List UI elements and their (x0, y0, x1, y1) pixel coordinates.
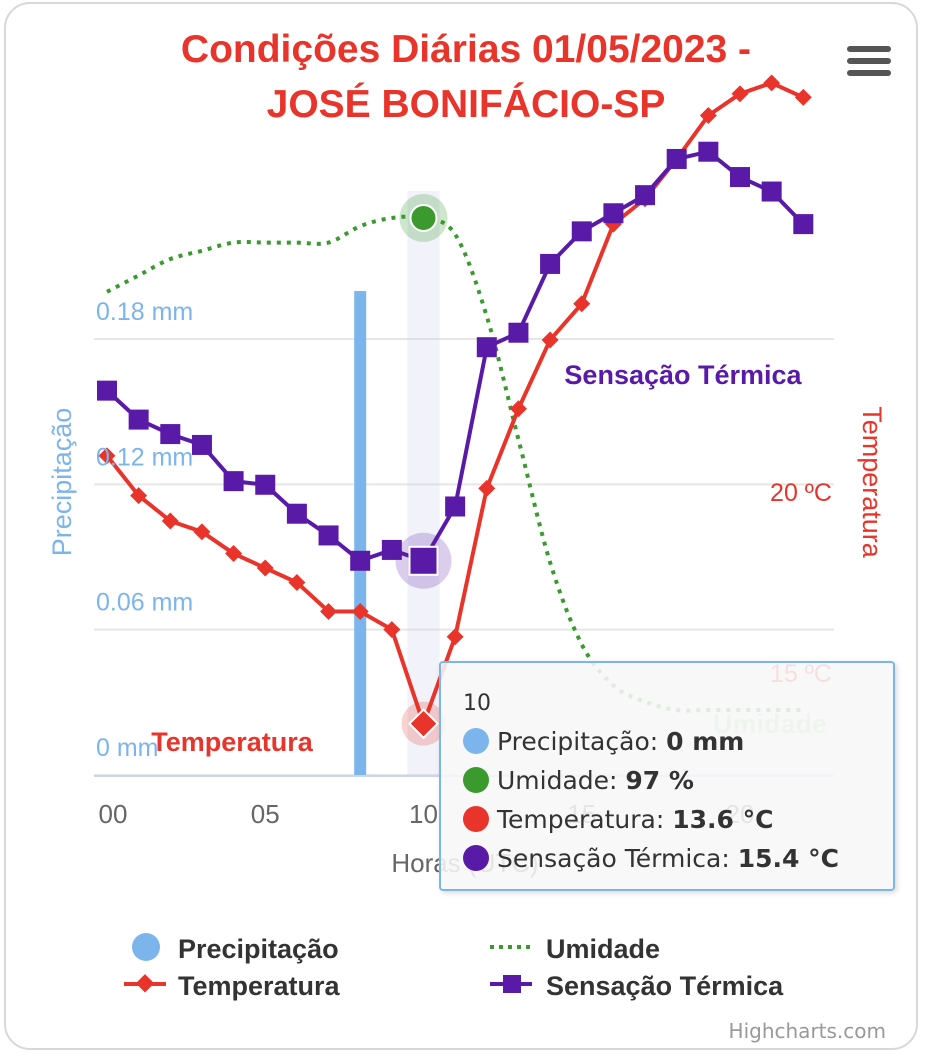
temperatura-point[interactable] (509, 400, 527, 418)
sensacao-point[interactable] (793, 214, 814, 235)
legend-item-precipitacao[interactable]: Precipitação (132, 933, 339, 964)
temperatura-point[interactable] (383, 621, 401, 639)
temperatura-point[interactable] (699, 107, 717, 125)
temperatura-point[interactable] (98, 447, 116, 465)
chart-title-line-1: Condições Diárias 01/05/2023 - (181, 28, 751, 71)
legend-label-temperatura: Temperatura (178, 971, 341, 1001)
temperatura-point[interactable] (351, 602, 369, 620)
tooltip-value: 0 mm (666, 727, 745, 756)
sensacao-dot-icon (463, 845, 489, 871)
legend-item-sensacao[interactable]: Sensação Térmica (490, 971, 784, 1001)
tooltip-row-precipitacao: Precipitação: 0 mm (463, 727, 744, 756)
highcharts-credit-link[interactable]: Highcharts.com (728, 1019, 886, 1043)
sensacao-point[interactable] (540, 253, 561, 274)
temperatura-point[interactable] (130, 487, 148, 505)
sensacao-point[interactable] (191, 434, 212, 455)
sensacao-point[interactable] (603, 203, 624, 224)
sensacao-point[interactable] (666, 148, 687, 169)
sensacao-point[interactable] (223, 471, 244, 492)
temperatura-point[interactable] (541, 331, 559, 349)
tooltip-header: 10 (463, 691, 491, 716)
sensacao-point[interactable] (255, 474, 276, 495)
sensacao-point[interactable] (476, 337, 497, 358)
umidade-dot-icon (463, 767, 489, 793)
tooltip-label: Precipitação: (497, 727, 667, 756)
temperatura-point[interactable] (288, 574, 306, 591)
series-label: Temperatura (151, 727, 314, 757)
sensacao-point[interactable] (350, 550, 371, 571)
temperatura-point[interactable] (225, 545, 243, 563)
y-axis-title-precipitacao: Precipitação (47, 408, 77, 557)
tooltip-label: Sensação Térmica: (497, 844, 738, 873)
legend-item-umidade[interactable]: Umidade (490, 934, 660, 964)
sensacao-point[interactable] (508, 322, 529, 343)
legend-item-temperatura[interactable]: Temperatura (124, 971, 341, 1001)
hover-band (407, 191, 440, 775)
chart-svg: Condições Diárias 01/05/2023 - JOSÉ BONI… (47, 28, 894, 1001)
temperatura-point[interactable] (763, 74, 781, 92)
y-tick-label-precipitacao: 0.06 mm (96, 589, 193, 617)
temperatura-point[interactable] (731, 85, 749, 103)
temperatura-point[interactable] (478, 479, 496, 497)
sensacao-point[interactable] (160, 424, 181, 445)
chart-menu-icon[interactable] (844, 38, 894, 86)
tooltip-label: Temperatura: (497, 805, 673, 834)
legend-label-umidade: Umidade (546, 934, 660, 964)
tooltip-value: 15.4 °C (737, 844, 839, 873)
temperatura-point[interactable] (193, 523, 211, 541)
y-axis-title-temperatura: Temperatura (857, 406, 887, 559)
tooltip-value: 13.6 °C (672, 805, 774, 834)
sensacao-point[interactable] (698, 141, 719, 162)
sensacao-point[interactable] (286, 503, 307, 524)
tooltip-label: Umidade: (497, 766, 626, 795)
sensacao-point[interactable] (97, 380, 117, 401)
y-tick-label-precipitacao: 0.12 mm (96, 443, 193, 471)
temperatura-point[interactable] (573, 295, 591, 313)
precipitacao-bar[interactable] (354, 291, 367, 775)
temperatura-point[interactable] (161, 512, 179, 530)
temperatura-legend-icon (135, 974, 155, 993)
temperatura-point[interactable] (794, 88, 812, 106)
tooltip-row-umidade: Umidade: 97 % (463, 766, 694, 795)
sensacao-point[interactable] (408, 545, 439, 576)
legend-label-precipitacao: Precipitação (178, 934, 339, 964)
temperatura-dot-icon (463, 806, 489, 832)
tooltip-row-temperatura: Temperatura: 13.6 °C (463, 805, 773, 834)
y-tick-label-temperatura: 20 ºC (770, 479, 832, 507)
temperatura-point[interactable] (256, 559, 274, 577)
x-tick-label: 10 (409, 799, 438, 829)
tooltip-value: 97 % (625, 766, 694, 795)
x-tick-label: 00 (99, 799, 128, 829)
x-tick-label: 05 (251, 799, 280, 829)
sensacao-point[interactable] (635, 185, 656, 206)
sensacao-point[interactable] (381, 539, 402, 560)
sensacao-legend-icon (503, 975, 521, 993)
chart-title-line-2: JOSÉ BONIFÁCIO-SP (267, 82, 666, 126)
precipitacao-legend-icon (132, 933, 160, 961)
sensacao-point[interactable] (318, 525, 339, 546)
sensacao-point[interactable] (761, 181, 782, 202)
legend-label-sensacao: Sensação Térmica (546, 971, 784, 1001)
temperatura-line[interactable] (105, 80, 805, 726)
umidade-point[interactable] (409, 204, 438, 232)
sensacao-point[interactable] (128, 409, 149, 430)
precipitacao-dot-icon (463, 728, 489, 754)
sensacao-point[interactable] (445, 496, 466, 517)
temperatura-point[interactable] (320, 602, 338, 620)
y-tick-label-precipitacao: 0.18 mm (96, 298, 193, 326)
series-label: Sensação Térmica (564, 360, 802, 390)
legend: Precipitação Umidade Temperatura Sensaçã… (124, 933, 784, 1001)
sensacao-point[interactable] (571, 221, 592, 242)
tooltip-row-sensacao: Sensação Térmica: 15.4 °C (463, 844, 839, 873)
temperatura-point[interactable] (407, 708, 440, 740)
y-tick-label-precipitacao: 0 mm (96, 734, 159, 762)
chart-card: Condições Diárias 01/05/2023 - JOSÉ BONI… (4, 2, 918, 1050)
sensacao-point[interactable] (730, 167, 750, 188)
tooltip: 10 Precipitação: 0 mm Umidade: 97 % Temp… (439, 661, 895, 891)
temperatura-point[interactable] (446, 628, 464, 646)
